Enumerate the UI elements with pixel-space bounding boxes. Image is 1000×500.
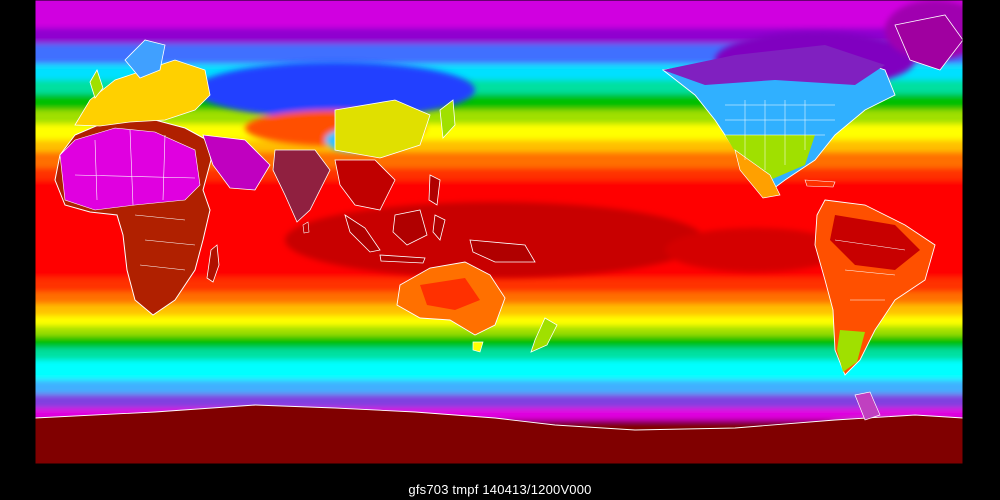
greenland [894,14,963,71]
band-north-red-orange [35,168,963,182]
tropical-core-east-pacific [665,228,845,272]
antarctic-peninsula [854,391,881,421]
southeast-asia [334,159,396,211]
band-south-violet [35,394,963,410]
maritime-continent [344,174,536,264]
us-state-grid [725,100,835,170]
asia [272,99,456,234]
south-america-borders [834,239,906,301]
tasmania [472,341,484,353]
mexico [734,149,781,199]
band-south-red-orange [35,278,963,294]
sumatra [344,214,381,253]
britain [89,69,104,99]
antarctica [35,391,963,464]
continents [35,14,963,464]
alaska-canada-cold [663,45,885,85]
band-south-light-blue [35,380,963,396]
band-south-yellow-green [35,326,963,338]
band-south-teal [35,348,963,362]
australia [396,261,558,353]
madagascar [206,244,220,283]
philippines [428,174,441,206]
europe-landmass [74,59,211,127]
amazon-red [830,215,920,270]
sri-lanka [302,221,310,234]
sulawesi [432,214,446,241]
band-north-polar-magenta [35,0,963,32]
china-korea [334,99,431,159]
temperature-map [35,0,963,464]
us-south-warm [725,135,815,180]
new-zealand [530,317,558,353]
australia-interior [420,278,480,310]
map-caption: gfs703 tmpf 140413/1200V000 [408,482,592,497]
south-america [814,199,936,376]
india [272,149,331,223]
arabia [202,134,271,191]
band-south-yellow [35,316,963,328]
temperature-map-svg [35,0,963,464]
band-north-purple [35,28,963,46]
scandinavia [124,39,166,79]
japan [439,99,456,139]
tropical-core-west-pacific [285,202,705,278]
java [379,254,426,264]
band-south-cyan [35,360,963,382]
new-guinea [469,239,536,263]
antarctica-landmass [35,404,963,464]
europe-middle-east [74,39,271,191]
band-south-green [35,336,963,350]
africa [54,117,220,316]
africa-border-lines [74,129,196,271]
cuba-caribbean [804,179,836,188]
patagonia-cool [837,330,865,372]
north-america [661,14,963,199]
borneo [392,209,428,246]
